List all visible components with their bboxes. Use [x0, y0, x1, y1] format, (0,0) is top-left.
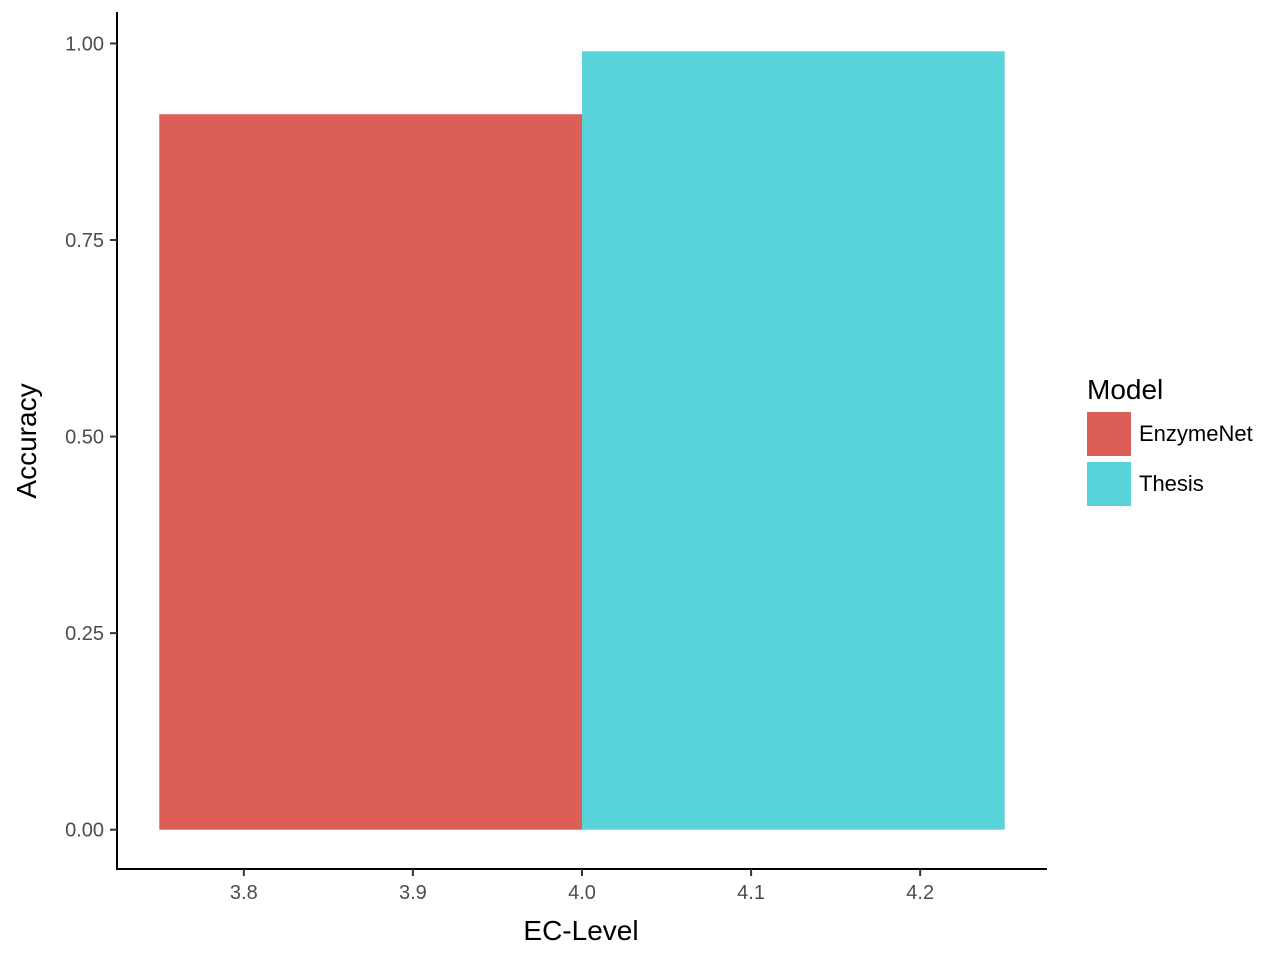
- legend-label-enzymenet: EnzymeNet: [1139, 421, 1253, 446]
- legend-title: Model: [1087, 374, 1163, 405]
- x-tick-label: 4.2: [906, 882, 934, 904]
- plot-area: 0.00 0.25 0.50 0.75 1.00 3.8 3.9 4.0 4.1 4.2: [65, 12, 1047, 904]
- x-tick-label: 4.1: [737, 882, 765, 904]
- y-tick-label: 1.00: [65, 33, 104, 55]
- x-axis-title: EC-Level: [523, 915, 638, 946]
- legend-label-thesis: Thesis: [1139, 471, 1204, 496]
- bar-enzymenet: [159, 114, 583, 830]
- legend-items: EnzymeNet Thesis: [1087, 412, 1253, 506]
- y-axis-ticks: 0.00 0.25 0.50 0.75 1.00: [65, 33, 117, 842]
- x-tick-label: 4.0: [568, 882, 596, 904]
- y-tick-label: 0.75: [65, 230, 104, 252]
- legend: Model EnzymeNet Thesis: [1087, 374, 1253, 506]
- y-tick-label: 0.00: [65, 820, 104, 842]
- bars: [159, 51, 1005, 830]
- x-tick-label: 3.8: [230, 882, 258, 904]
- legend-swatch-enzymenet: [1087, 412, 1131, 456]
- bar-thesis: [582, 51, 1005, 830]
- x-tick-label: 3.9: [399, 882, 427, 904]
- x-axis-ticks: 3.8 3.9 4.0 4.1 4.2: [230, 869, 934, 904]
- y-axis-title: Accuracy: [11, 383, 42, 498]
- legend-swatch-thesis: [1087, 462, 1131, 506]
- y-tick-label: 0.50: [65, 427, 104, 449]
- y-tick-label: 0.25: [65, 623, 104, 645]
